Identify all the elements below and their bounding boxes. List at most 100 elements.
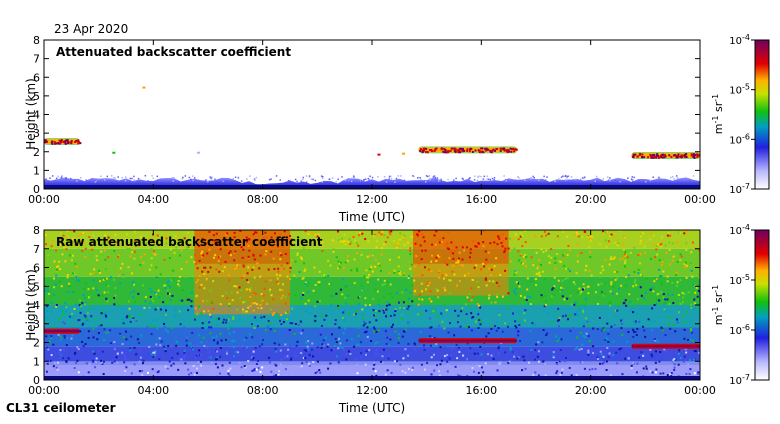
backscatter-speckle [171, 177, 173, 179]
noise-pixel [89, 273, 92, 276]
noise-pixel [683, 328, 686, 331]
noise-pixel [465, 313, 468, 316]
noise-pixel [52, 277, 55, 280]
noise-pixel [47, 292, 50, 295]
noise-pixel [152, 356, 155, 359]
noise-pixel [245, 310, 248, 313]
noise-pixel [128, 307, 131, 310]
noise-pixel [495, 281, 498, 284]
noise-pixel [70, 337, 73, 340]
noise-pixel [186, 231, 189, 234]
noise-pixel [575, 346, 578, 349]
noise-pixel [328, 283, 331, 286]
noise-pixel [245, 236, 248, 239]
noise-pixel [542, 360, 545, 363]
noise-pixel [580, 290, 583, 293]
noise-pixel [567, 245, 570, 248]
noise-pixel [411, 335, 414, 338]
noise-pixel [229, 250, 232, 253]
noise-pixel [283, 230, 286, 233]
backscatter-speckle [145, 180, 147, 183]
backscatter-speckle [294, 178, 297, 181]
noise-pixel [484, 362, 487, 365]
noise-pixel [234, 250, 237, 253]
noise-pixel [485, 335, 488, 338]
noise-pixel [527, 361, 530, 364]
noise-pixel [198, 349, 201, 352]
noise-pixel [652, 290, 655, 293]
noise-pixel [252, 253, 255, 256]
noise-pixel [589, 236, 592, 239]
noise-pixel [437, 324, 440, 327]
noise-pixel [307, 340, 310, 343]
noise-pixel [583, 287, 586, 290]
noise-pixel [216, 340, 219, 343]
noise-pixel [477, 317, 480, 320]
noise-pixel [354, 274, 357, 277]
noise-pixel [83, 314, 86, 317]
noise-pixel [547, 232, 550, 235]
noise-pixel [207, 270, 210, 273]
noise-pixel [273, 342, 276, 345]
noise-pixel [451, 270, 454, 273]
noise-pixel [588, 340, 591, 343]
noise-pixel [281, 294, 284, 297]
noise-pixel [104, 278, 107, 281]
noise-pixel [660, 245, 663, 248]
backscatter-speckle [486, 175, 489, 178]
cloud-core-pixel [481, 150, 484, 153]
noise-pixel [692, 358, 695, 361]
noise-pixel [353, 258, 356, 261]
noise-pixel [164, 309, 167, 312]
cloud-core-pixel [443, 151, 446, 154]
backscatter-speckle [658, 176, 660, 179]
noise-pixel [117, 304, 120, 307]
noise-pixel [441, 274, 444, 277]
noise-pixel [668, 303, 671, 306]
noise-pixel [128, 243, 131, 246]
noise-pixel [397, 270, 400, 273]
noise-pixel [59, 243, 62, 246]
noise-pixel [587, 292, 590, 295]
noise-pixel [674, 358, 677, 361]
noise-pixel [208, 326, 211, 329]
noise-pixel [598, 374, 601, 377]
noise-pixel [556, 319, 559, 322]
backscatter-speckle [300, 180, 302, 182]
noise-pixel [302, 276, 305, 279]
cloud-core-pixel [683, 154, 686, 157]
noise-pixel [79, 244, 82, 247]
noise-pixel [418, 298, 421, 301]
noise-pixel [303, 262, 306, 265]
noise-pixel [176, 352, 179, 355]
noise-pixel [389, 233, 392, 236]
noise-pixel [100, 250, 103, 253]
noise-pixel [543, 305, 546, 308]
noise-pixel [342, 332, 345, 335]
noise-pixel [66, 274, 69, 277]
noise-pixel [335, 292, 338, 295]
noise-pixel [174, 314, 177, 317]
noise-pixel [509, 348, 512, 351]
noise-pixel [685, 264, 688, 267]
noise-pixel [403, 306, 406, 309]
noise-pixel [557, 325, 560, 328]
noise-pixel [307, 299, 310, 302]
noise-pixel [467, 299, 470, 302]
noise-pixel [497, 352, 500, 355]
noise-pixel [163, 258, 166, 261]
noise-pixel [479, 320, 482, 323]
noise-pixel [321, 343, 324, 346]
backscatter-speckle [60, 175, 63, 178]
noise-pixel [662, 372, 665, 375]
noise-pixel [148, 306, 151, 309]
noise-pixel [202, 336, 205, 339]
noise-pixel [228, 361, 231, 364]
noise-pixel [643, 329, 646, 332]
noise-pixel [77, 235, 80, 238]
noise-pixel [385, 249, 388, 252]
noise-pixel [219, 255, 222, 258]
noise-pixel [597, 357, 600, 360]
noise-pixel [75, 275, 78, 278]
noise-pixel [209, 313, 212, 316]
